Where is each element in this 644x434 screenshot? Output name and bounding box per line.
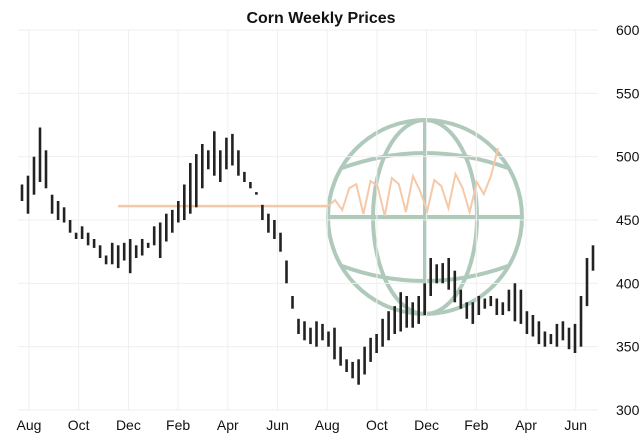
- x-tick-label: Feb: [166, 417, 190, 433]
- overlay-wave-line: [327, 147, 499, 217]
- x-tick-label: Dec: [116, 417, 141, 433]
- x-tick-label: Dec: [414, 417, 439, 433]
- y-tick-label: 500: [616, 149, 640, 165]
- x-tick-label: Feb: [464, 417, 488, 433]
- x-tick-label: Oct: [366, 417, 388, 433]
- y-tick-label: 300: [616, 402, 640, 418]
- chart-title: Corn Weekly Prices: [246, 10, 395, 27]
- y-tick-label: 550: [616, 85, 640, 101]
- x-tick-label: Aug: [17, 417, 42, 433]
- x-tick-label: Jun: [266, 417, 289, 433]
- y-tick-label: 450: [616, 212, 640, 228]
- x-tick-label: Oct: [68, 417, 90, 433]
- x-tick-label: Apr: [515, 417, 537, 433]
- y-tick-label: 400: [616, 275, 640, 291]
- y-tick-label: 350: [616, 339, 640, 355]
- x-tick-label: Jun: [564, 417, 587, 433]
- y-tick-label: 600: [616, 22, 640, 38]
- chart-marks: [18, 29, 598, 411]
- x-tick-label: Apr: [217, 417, 239, 433]
- chart-ticks: 300 350 400 450 500 550 600 Aug Oct Dec Feb Apr Jun A…: [17, 22, 640, 433]
- x-tick-label: Aug: [315, 417, 340, 433]
